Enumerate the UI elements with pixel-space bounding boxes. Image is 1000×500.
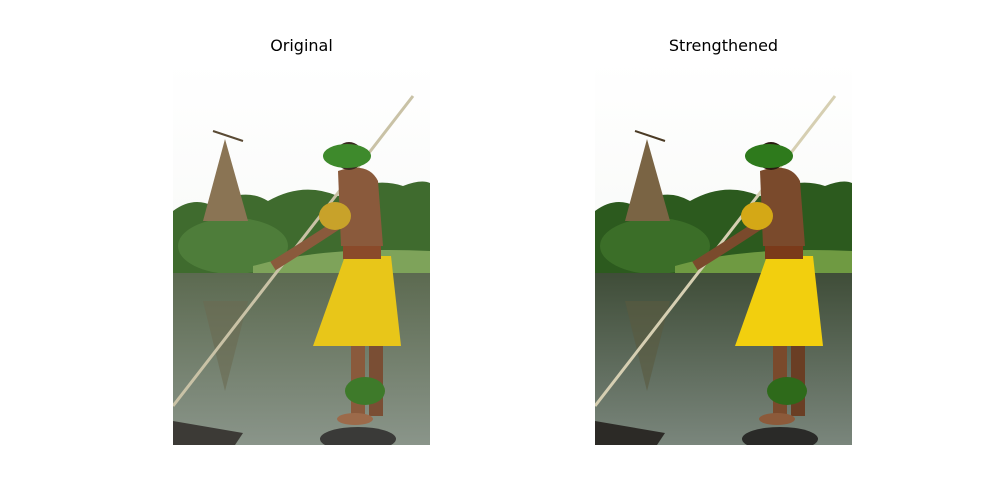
- scene-original: [173, 61, 430, 445]
- panel-title-strengthened: Strengthened: [668, 36, 779, 55]
- torso: [338, 167, 383, 246]
- grass-skirt: [735, 256, 823, 346]
- tower-spire: [634, 130, 666, 142]
- raft-base: [320, 427, 396, 445]
- ankle-leaves: [767, 377, 807, 405]
- dock-planks: [595, 421, 665, 445]
- strengthened-photo: [595, 61, 852, 445]
- grass-skirt: [313, 256, 401, 346]
- panel-title-original: Original: [270, 36, 333, 55]
- tower-spire: [212, 130, 244, 142]
- shoulder-leaves: [319, 202, 351, 230]
- thatched-tower: [625, 139, 670, 221]
- dock-planks: [173, 421, 243, 445]
- torso: [760, 167, 805, 246]
- scene-strengthened: [595, 61, 852, 445]
- leaf-crown: [745, 144, 793, 168]
- ankle-leaves: [345, 377, 385, 405]
- bush: [178, 218, 288, 274]
- foot: [759, 413, 795, 425]
- bush: [600, 218, 710, 274]
- original-photo: [173, 61, 430, 445]
- thatched-tower: [203, 139, 248, 221]
- shoulder-leaves: [741, 202, 773, 230]
- foot: [337, 413, 373, 425]
- raft-base: [742, 427, 818, 445]
- leaf-crown: [323, 144, 371, 168]
